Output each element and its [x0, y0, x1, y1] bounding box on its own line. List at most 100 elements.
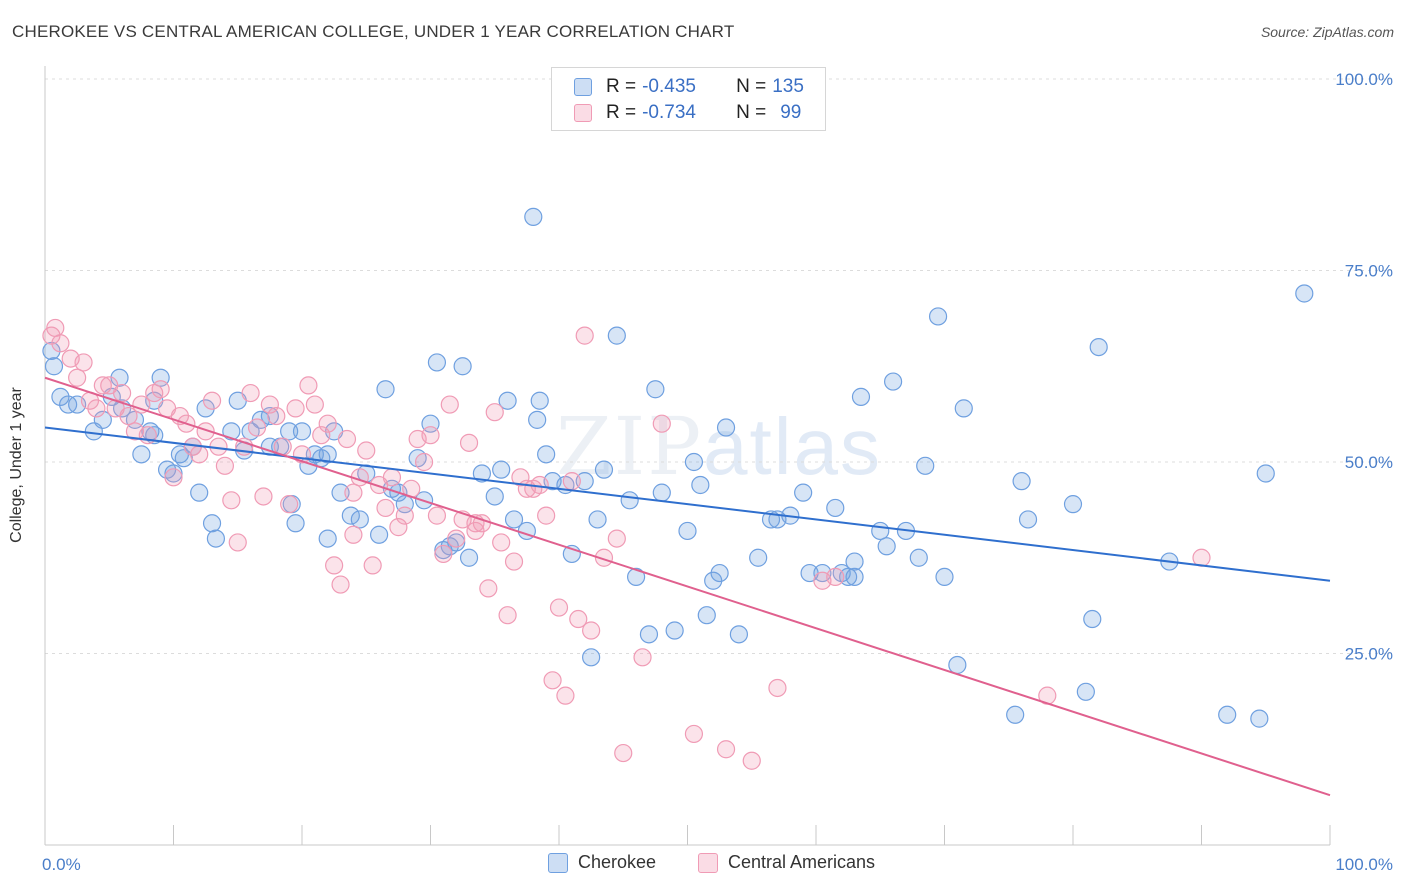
- source-label: Source: ZipAtlas.com: [1260, 24, 1394, 40]
- data-point-cherokee: [447, 533, 466, 552]
- trend-line-cherokee: [44, 426, 1331, 582]
- data-point-cherokee: [1083, 609, 1102, 629]
- data-point-central-americans: [228, 533, 247, 552]
- data-point-central-americans: [151, 380, 170, 399]
- data-point-central-americans: [562, 472, 581, 491]
- data-point-central-americans: [337, 429, 357, 449]
- data-point-cherokee: [607, 326, 626, 345]
- data-point-central-americans: [305, 395, 324, 414]
- data-point-cherokee: [485, 487, 504, 506]
- data-point-central-americans: [389, 518, 408, 537]
- legend-item-cherokee[interactable]: Cherokee: [548, 852, 656, 873]
- data-point-cherokee: [350, 510, 369, 529]
- legend-n-value: 99: [780, 102, 802, 123]
- y-tick-label: 100.0%: [1335, 70, 1393, 89]
- data-point-cherokee: [845, 567, 864, 587]
- data-point-central-americans: [344, 483, 363, 502]
- data-point-cherokee: [1076, 682, 1095, 701]
- data-point-central-americans: [498, 606, 517, 625]
- data-point-central-americans: [742, 751, 761, 770]
- data-point-cherokee: [691, 475, 710, 495]
- data-point-central-americans: [459, 433, 479, 452]
- data-point-cherokee: [1012, 472, 1031, 491]
- legend-swatch-central-americans: [574, 104, 592, 122]
- data-point-central-americans: [222, 491, 241, 510]
- data-point-cherokee: [292, 422, 312, 441]
- legend-label-cherokee: Cherokee: [578, 852, 657, 872]
- data-point-cherokee: [826, 498, 845, 518]
- data-point-cherokee: [286, 514, 305, 533]
- legend-swatch-cherokee: [574, 78, 592, 96]
- data-point-cherokee: [331, 483, 350, 502]
- legend-item-central-americans[interactable]: Central Americans: [698, 852, 875, 873]
- y-tick-label: 75.0%: [1345, 262, 1393, 281]
- data-point-central-americans: [254, 487, 273, 506]
- data-point-cherokee: [498, 391, 517, 410]
- data-point-cherokee: [51, 387, 70, 406]
- data-point-cherokee: [318, 529, 337, 548]
- legend-r-value: -0.435: [642, 76, 696, 97]
- x-tick-label: 0.0%: [42, 855, 81, 874]
- data-point-cherokee: [376, 380, 395, 399]
- data-point-central-americans: [479, 579, 498, 598]
- data-point-cherokee: [1006, 705, 1025, 724]
- data-point-cherokee: [684, 452, 704, 472]
- legend-r-label: R =: [606, 76, 637, 97]
- data-point-cherokee: [935, 567, 954, 587]
- legend-label-central-americans: Central Americans: [728, 852, 876, 872]
- data-point-central-americans: [427, 506, 447, 525]
- legend-swatch-cherokee: [548, 852, 568, 873]
- data-point-cherokee: [839, 567, 858, 587]
- data-point-cherokee: [639, 625, 659, 644]
- data-point-central-americans: [440, 395, 459, 414]
- data-point-cherokee: [575, 472, 594, 491]
- legend-r-label: R =: [606, 102, 637, 123]
- data-point-central-americans: [537, 506, 556, 525]
- data-point-cherokee: [528, 410, 547, 429]
- data-point-cherokee: [652, 483, 671, 502]
- data-point-cherokee: [93, 410, 112, 429]
- data-point-cherokee: [504, 510, 524, 529]
- data-point-central-americans: [485, 403, 504, 422]
- data-point-central-americans: [569, 609, 588, 629]
- data-point-central-americans: [549, 598, 569, 617]
- legend-swatch-central-americans: [698, 852, 718, 873]
- legend-r-value: -0.734: [642, 102, 696, 123]
- data-point-central-americans: [492, 533, 511, 552]
- data-point-central-americans: [190, 445, 209, 464]
- data-point-cherokee: [710, 563, 729, 583]
- data-point-cherokee: [1295, 284, 1314, 303]
- data-point-cherokee: [530, 391, 549, 410]
- legend-row-cherokee: R = -0.435 N = 135: [574, 74, 804, 100]
- data-point-central-americans: [247, 418, 267, 437]
- legend-n-label: N =: [736, 102, 767, 123]
- data-point-cherokee: [1218, 705, 1237, 724]
- data-point-central-americans: [382, 468, 402, 487]
- data-point-central-americans: [325, 556, 344, 575]
- data-point-central-americans: [132, 395, 151, 414]
- data-point-central-americans: [684, 724, 704, 744]
- data-point-cherokee: [749, 548, 768, 567]
- data-point-cherokee: [883, 372, 903, 391]
- legend-n-value: 135: [772, 76, 804, 97]
- y-tick-label: 50.0%: [1345, 453, 1393, 472]
- legend-row-central-americans: R = -0.734 N = 99: [574, 100, 801, 126]
- data-point-cherokee: [537, 445, 556, 464]
- data-point-central-americans: [575, 326, 594, 345]
- data-point-central-americans: [46, 318, 65, 338]
- data-point-central-americans: [395, 506, 414, 525]
- data-point-central-americans: [93, 376, 112, 395]
- data-point-cherokee: [1250, 709, 1269, 728]
- data-point-cherokee: [916, 456, 935, 475]
- data-point-central-americans: [280, 495, 299, 514]
- data-point-central-americans: [434, 544, 453, 564]
- data-point-cherokee: [44, 357, 64, 376]
- data-point-cherokee: [190, 483, 209, 502]
- data-point-central-americans: [826, 567, 845, 587]
- data-point-central-americans: [363, 556, 382, 575]
- data-point-central-americans: [202, 391, 222, 410]
- series-legend: Cherokee Central Americans: [0, 852, 1406, 878]
- data-point-central-americans: [556, 686, 575, 705]
- data-point-central-americans: [119, 406, 138, 426]
